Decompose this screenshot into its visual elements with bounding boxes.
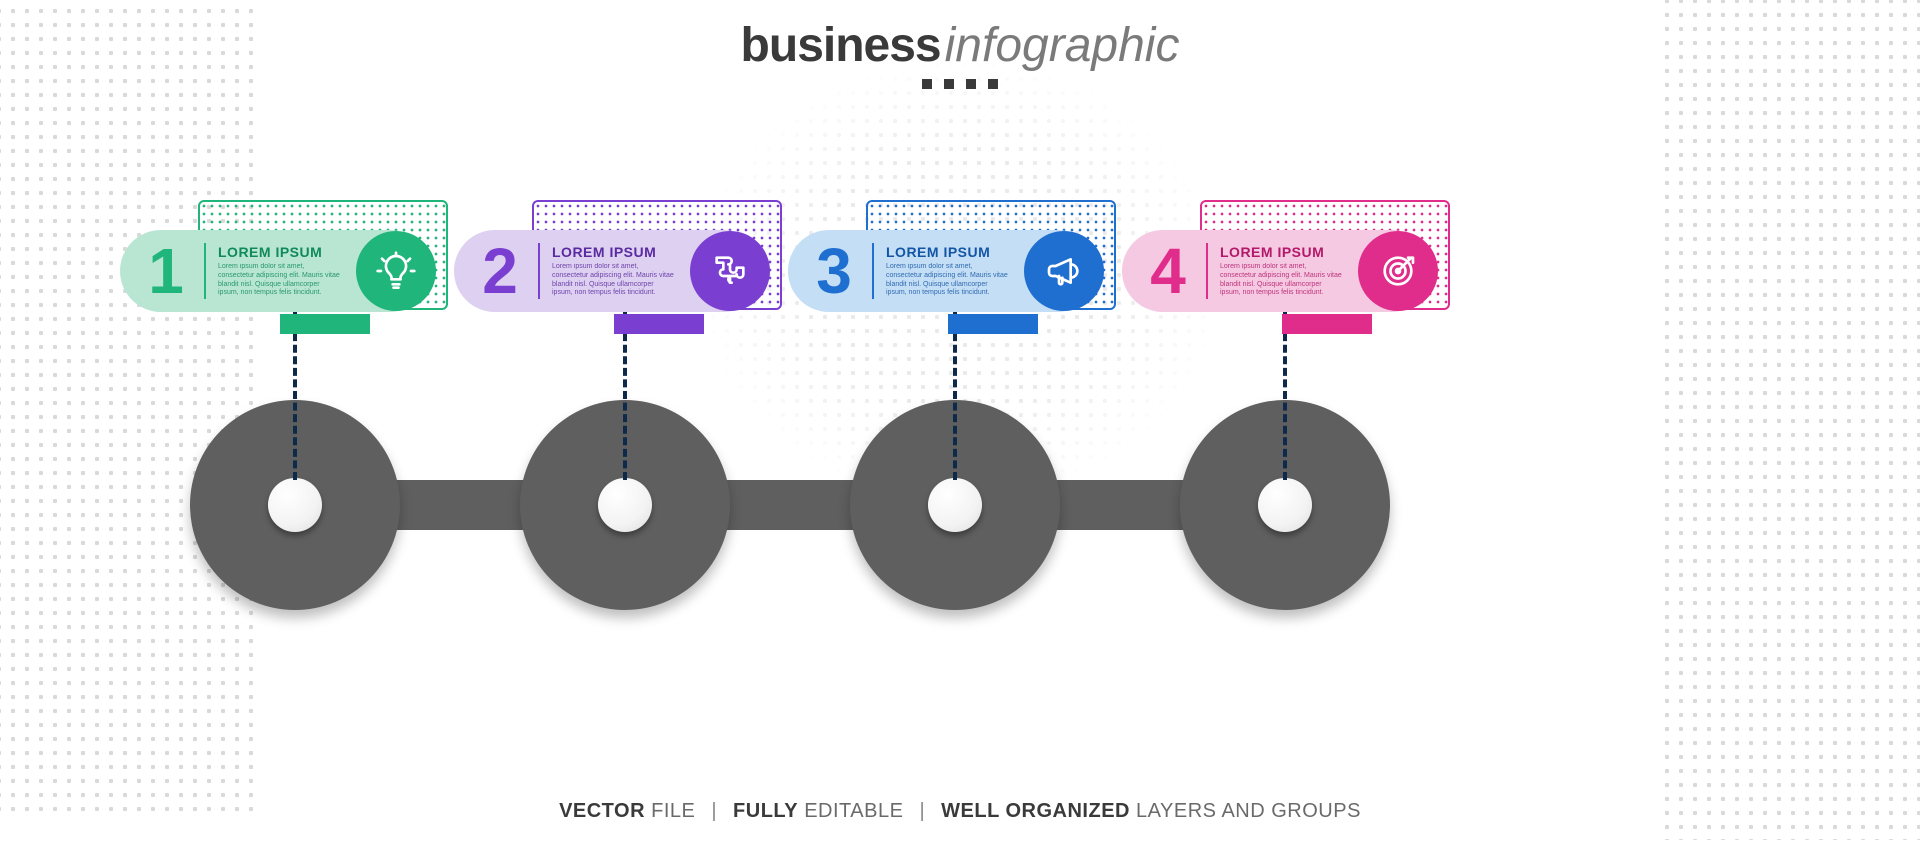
step-card: 1 LOREM IPSUM Lorem ipsum dolor sit amet, … xyxy=(120,200,460,360)
footer-light: LAYERS AND GROUPS xyxy=(1130,800,1361,822)
step-body: Lorem ipsum dolor sit amet, consectetur … xyxy=(886,263,1008,298)
title-dots xyxy=(0,79,1920,89)
megaphone-icon xyxy=(1024,231,1104,311)
footer-light: FILE xyxy=(645,800,695,822)
page-title: businessinfographic xyxy=(0,18,1920,89)
footer-bold: WELL ORGANIZED xyxy=(941,800,1130,822)
timeline-inner-dot xyxy=(598,478,652,532)
step-card: 4 LOREM IPSUM Lorem ipsum dolor sit amet, … xyxy=(1122,200,1462,360)
step-tab xyxy=(614,314,704,334)
step-divider xyxy=(538,243,540,299)
puzzle-icon xyxy=(690,231,770,311)
title-bold: business xyxy=(741,19,941,72)
step-number: 4 xyxy=(1142,239,1194,303)
step-number: 3 xyxy=(808,239,860,303)
step-number: 2 xyxy=(474,239,526,303)
target-icon xyxy=(1358,231,1438,311)
footer-separator: | xyxy=(919,800,925,822)
step-tab xyxy=(280,314,370,334)
timeline-inner-dot xyxy=(268,478,322,532)
step-body: Lorem ipsum dolor sit amet, consectetur … xyxy=(1220,263,1342,298)
footer-bold: VECTOR xyxy=(559,800,645,822)
step-tab xyxy=(948,314,1038,334)
step-title: LOREM IPSUM xyxy=(218,244,340,260)
step-divider xyxy=(872,243,874,299)
step-body: Lorem ipsum dolor sit amet, consectetur … xyxy=(552,263,674,298)
timeline-track xyxy=(190,400,1380,610)
timeline-inner-dot xyxy=(1258,478,1312,532)
footer-separator: | xyxy=(711,800,717,822)
footer-caption: VECTOR FILE | FULLY EDITABLE | WELL ORGANIZE… xyxy=(0,800,1920,823)
step-title: LOREM IPSUM xyxy=(886,244,1008,260)
step-pill: 4 LOREM IPSUM Lorem ipsum dolor sit amet, … xyxy=(1122,230,1432,312)
step-pill: 1 LOREM IPSUM Lorem ipsum dolor sit amet, … xyxy=(120,230,430,312)
step-divider xyxy=(204,243,206,299)
step-pill: 2 LOREM IPSUM Lorem ipsum dolor sit amet, … xyxy=(454,230,764,312)
step-number: 1 xyxy=(140,239,192,303)
step-card: 2 LOREM IPSUM Lorem ipsum dolor sit amet, … xyxy=(454,200,794,360)
step-card: 3 LOREM IPSUM Lorem ipsum dolor sit amet, … xyxy=(788,200,1128,360)
step-title: LOREM IPSUM xyxy=(1220,244,1342,260)
timeline-inner-dot xyxy=(928,478,982,532)
step-tab xyxy=(1282,314,1372,334)
footer-light: EDITABLE xyxy=(798,800,903,822)
step-pill: 3 LOREM IPSUM Lorem ipsum dolor sit amet, … xyxy=(788,230,1098,312)
bulb-icon xyxy=(356,231,436,311)
step-body: Lorem ipsum dolor sit amet, consectetur … xyxy=(218,263,340,298)
steps-row: 1 LOREM IPSUM Lorem ipsum dolor sit amet, … xyxy=(120,200,1800,400)
title-italic: infographic xyxy=(945,19,1180,72)
step-divider xyxy=(1206,243,1208,299)
step-title: LOREM IPSUM xyxy=(552,244,674,260)
footer-bold: FULLY xyxy=(733,800,798,822)
halftone-right xyxy=(1660,0,1920,840)
